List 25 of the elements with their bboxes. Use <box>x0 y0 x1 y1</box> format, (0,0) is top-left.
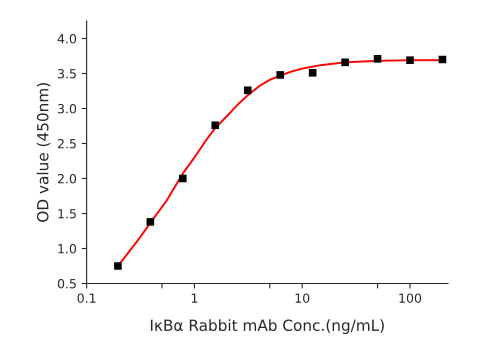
y-tick-label: 3.5 <box>58 68 76 78</box>
point <box>438 56 446 64</box>
point <box>374 54 382 63</box>
y-tick-label: 0.5 <box>58 278 76 288</box>
x-axis-title: IκBα Rabbit mAb Conc.(ng/mL) <box>150 319 384 334</box>
y-tick-label: 1.5 <box>58 209 76 218</box>
point <box>244 86 252 94</box>
point <box>178 174 187 182</box>
point <box>211 121 220 130</box>
point <box>308 68 316 77</box>
y-axis-title: OD value (450nm) <box>36 83 50 222</box>
x-tick-label: 100 <box>399 293 422 303</box>
y-tick-label: 3.0 <box>58 104 76 114</box>
y-tick-label: 2.0 <box>58 174 76 184</box>
y-tick-label: 4.0 <box>58 34 76 44</box>
point <box>114 262 122 270</box>
x-tick-label: 1 <box>192 294 198 303</box>
x-tick-label: 10 <box>296 293 310 303</box>
y-tick-label: 1.0 <box>58 244 76 254</box>
point <box>341 58 349 66</box>
y-tick-label: 2.5 <box>58 138 76 148</box>
point <box>146 218 154 226</box>
x-tick-label: 0.1 <box>78 293 96 303</box>
point <box>276 71 284 79</box>
point <box>406 56 414 64</box>
